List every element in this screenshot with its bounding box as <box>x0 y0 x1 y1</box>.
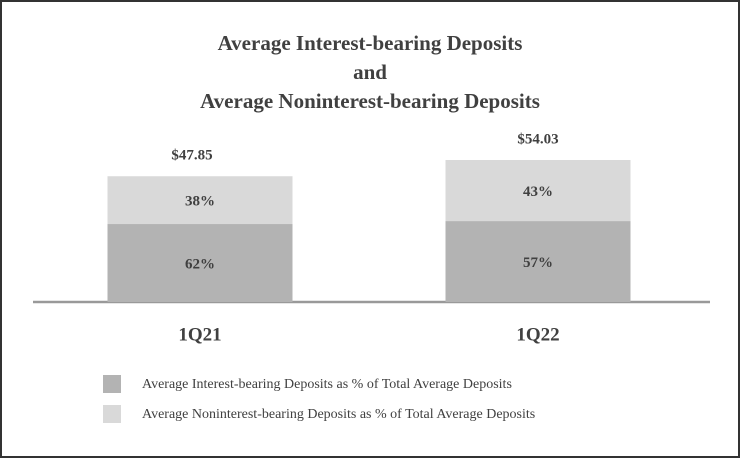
total-label: $54.03 <box>517 131 558 147</box>
legend-swatch <box>103 405 121 423</box>
x-tick-label: 1Q21 <box>178 324 221 345</box>
data-label: 57% <box>523 255 553 271</box>
total-label: $47.85 <box>171 148 212 164</box>
data-label: 62% <box>185 256 215 272</box>
legend-label: Average Interest-bearing Deposits as % o… <box>142 377 512 392</box>
chart-title: Average Noninterest-bearing Deposits <box>200 89 540 113</box>
legend-swatch <box>103 375 121 393</box>
x-tick-label: 1Q22 <box>516 324 559 345</box>
chart-title: and <box>353 60 387 84</box>
bar-segment <box>107 176 293 225</box>
chart-title: Average Interest-bearing Deposits <box>218 31 523 55</box>
data-label: 43% <box>523 184 553 200</box>
bar-segment <box>107 224 293 302</box>
data-label: 38% <box>185 194 215 210</box>
legend-label: Average Noninterest-bearing Deposits as … <box>142 407 535 422</box>
bar-segment <box>445 160 631 222</box>
bar-segment <box>445 221 631 302</box>
